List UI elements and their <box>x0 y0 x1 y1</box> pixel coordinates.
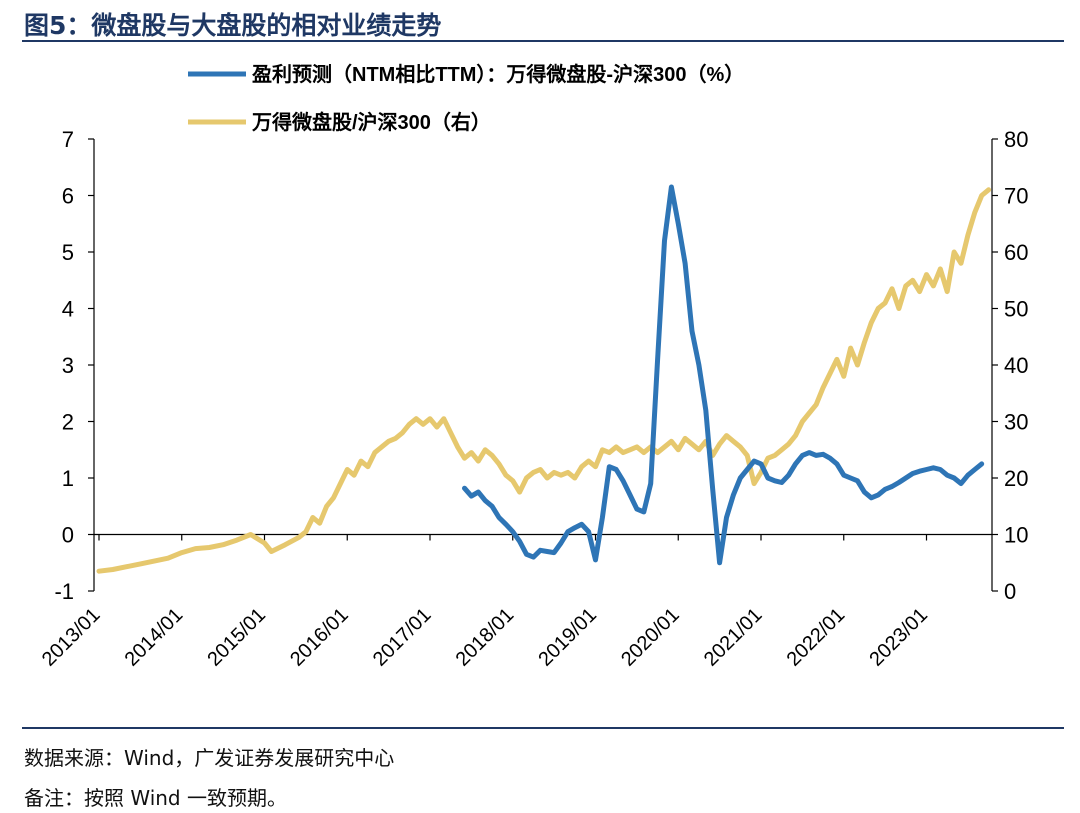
figure-title: 图5：微盘股与大盘股的相对业绩走势 <box>24 11 442 40</box>
remark-note: 备注：按照 Wind 一致预期。 <box>24 786 287 810</box>
x-tick-label: 2018/01 <box>452 604 519 671</box>
dual-axis-line-chart: 盈利预测（NTM相比TTM）：万得微盘股-沪深300（%） 万得微盘股/沪深30… <box>38 62 1029 671</box>
x-tick-label: 2017/01 <box>369 604 436 671</box>
x-tick-label: 2019/01 <box>534 604 601 671</box>
legend-label-microcap-ratio: 万得微盘股/沪深300（右） <box>251 110 491 134</box>
right-y-tick-label: 80 <box>1004 127 1028 152</box>
right-y-tick-label: 70 <box>1004 184 1028 209</box>
right-y-tick-label: 50 <box>1004 297 1028 322</box>
left-y-tick-label: 7 <box>62 127 74 152</box>
left-y-tick-label: 3 <box>62 353 74 378</box>
left-y-tick-label: 0 <box>62 523 74 548</box>
right-y-tick-label: 20 <box>1004 466 1028 491</box>
left-y-tick-label: -1 <box>54 579 74 604</box>
right-y-tick-label: 40 <box>1004 353 1028 378</box>
footer-divider <box>22 727 1064 729</box>
left-y-tick-label: 1 <box>62 466 74 491</box>
x-tick-label: 2013/01 <box>38 604 105 671</box>
right-y-tick-label: 10 <box>1004 523 1028 548</box>
x-tick-label: 2022/01 <box>783 604 850 671</box>
x-tick-label: 2015/01 <box>203 604 270 671</box>
left-y-tick-label: 2 <box>62 410 74 435</box>
chart-series-lines <box>96 184 992 574</box>
series-line-microcap-ratio <box>96 187 992 574</box>
left-y-tick-label: 6 <box>62 184 74 209</box>
legend-label-earnings-forecast: 盈利预测（NTM相比TTM）：万得微盘股-沪深300（%） <box>251 62 744 86</box>
chart-legend: 盈利预测（NTM相比TTM）：万得微盘股-沪深300（%） 万得微盘股/沪深30… <box>188 62 744 134</box>
series-line-earnings-forecast <box>462 184 985 566</box>
x-tick-label: 2014/01 <box>121 604 188 671</box>
left-y-tick-label: 5 <box>62 240 74 265</box>
x-tick-label: 2020/01 <box>617 604 684 671</box>
x-tick-label: 2021/01 <box>700 604 767 671</box>
right-y-tick-label: 0 <box>1004 579 1016 604</box>
source-note: 数据来源：Wind，广发证券发展研究中心 <box>24 746 395 770</box>
x-tick-label: 2016/01 <box>286 604 353 671</box>
x-tick-label: 2023/01 <box>865 604 932 671</box>
title-divider <box>22 40 1064 42</box>
right-y-tick-label: 30 <box>1004 410 1028 435</box>
left-y-tick-label: 4 <box>62 297 74 322</box>
right-y-tick-label: 60 <box>1004 240 1028 265</box>
